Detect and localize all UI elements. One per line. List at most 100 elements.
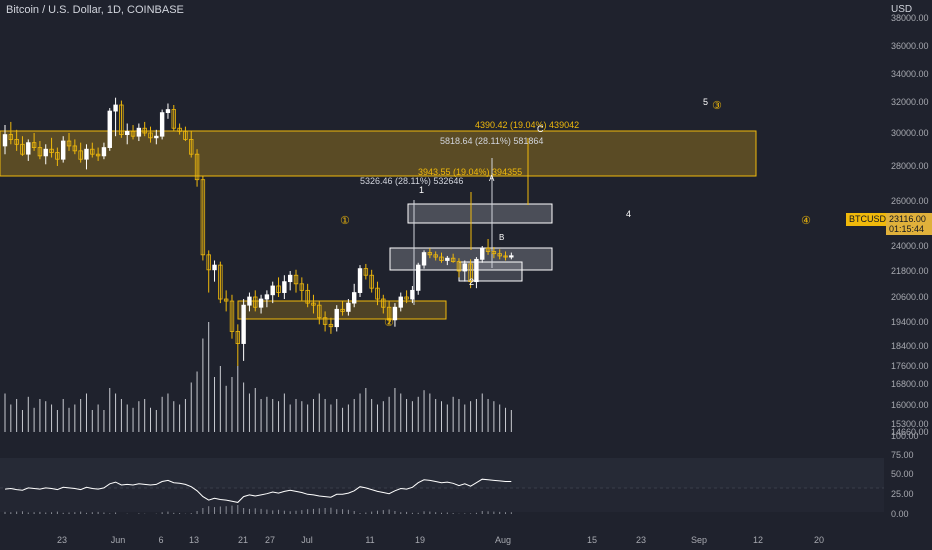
candle-body xyxy=(398,296,403,308)
candle-body xyxy=(351,292,357,304)
candle-body xyxy=(491,251,497,255)
candle-body xyxy=(363,268,369,276)
candle-body xyxy=(258,298,264,308)
candle-body xyxy=(375,287,380,300)
candle-body xyxy=(322,317,328,325)
candle-body xyxy=(392,306,398,321)
candle-body xyxy=(165,109,171,114)
candle-body xyxy=(107,110,112,148)
candle-body xyxy=(468,263,473,283)
price-tick-label: 24000.00 xyxy=(891,241,929,251)
candle-body xyxy=(154,135,159,139)
candle-body xyxy=(49,148,54,153)
candle-body xyxy=(328,323,334,328)
price-tick-label: 17600.00 xyxy=(891,361,929,371)
candle-body xyxy=(311,302,316,306)
measure-label-2: 5818.64 (28.11%) 581864 xyxy=(440,136,543,146)
rsi-histogram xyxy=(4,505,512,514)
price-tick-label: 16000.00 xyxy=(891,400,929,410)
ticker-badge: BTCUSD xyxy=(846,213,890,226)
candle-body xyxy=(142,127,147,134)
time-tick-label: 6 xyxy=(158,535,163,545)
candle-body xyxy=(480,247,485,260)
measure-label-4: 5326.46 (28.11%) 532646 xyxy=(360,176,463,186)
time-tick-label: 15 xyxy=(587,535,597,545)
consolidation-box-upper xyxy=(407,203,553,224)
measure-label-1: 4390.42 (19.04%) 439042 xyxy=(475,120,579,130)
candle-body xyxy=(357,268,363,293)
time-tick-label: 12 xyxy=(753,535,763,545)
price-tick-label: 32000.00 xyxy=(891,97,929,107)
candle-body xyxy=(427,252,433,256)
price-tick-label: 19400.00 xyxy=(891,317,929,327)
last-price-badge: 23116.00 01:15:44 xyxy=(886,213,932,235)
support-zone xyxy=(237,300,447,320)
price-axis[interactable]: 38000.00 36000.00 34000.00 32000.00 30000.00… xyxy=(891,13,929,437)
candle-body xyxy=(247,296,252,306)
candle-body xyxy=(503,255,508,258)
price-tick-label: 15300.00 xyxy=(891,419,929,429)
candle-body xyxy=(61,140,66,160)
time-tick-label: Sep xyxy=(691,535,707,545)
time-tick-label: 27 xyxy=(265,535,275,545)
price-tick-label: 26000.00 xyxy=(891,196,929,206)
rsi-tick-label: 0.00 xyxy=(891,509,909,519)
time-tick-label: 20 xyxy=(814,535,824,545)
candle-body xyxy=(14,139,19,145)
price-tick-label: 18400.00 xyxy=(891,341,929,351)
rsi-tick-label: 100.00 xyxy=(891,431,919,441)
candle-body xyxy=(485,247,491,252)
rsi-tick-label: 50.00 xyxy=(891,469,914,479)
wave-label-circled-4: ④ xyxy=(801,214,811,227)
candle-body xyxy=(334,308,339,328)
candle-body xyxy=(206,254,211,271)
candle-body xyxy=(2,134,8,147)
candle-body xyxy=(421,252,427,266)
candle-body xyxy=(416,264,421,291)
time-axis[interactable]: 23 Jun 6 13 21 27 Jul 11 19 Aug 15 23 Sep 12 20 xyxy=(57,535,824,545)
candle-body xyxy=(66,140,72,147)
rsi-tick-label: 25.00 xyxy=(891,489,914,499)
candle-body xyxy=(20,143,25,155)
bar-countdown: 01:15:44 xyxy=(889,224,925,234)
candle-body xyxy=(31,142,37,148)
rsi-panel-upper-band xyxy=(0,458,884,488)
time-tick-label: 23 xyxy=(636,535,646,545)
candle-body xyxy=(235,331,240,344)
candle-body xyxy=(113,104,118,112)
wave-label-1: 1 xyxy=(419,185,424,195)
candle-body xyxy=(119,104,124,135)
price-tick-label: 14660.00 xyxy=(891,427,929,437)
candle-body xyxy=(410,289,415,300)
price-tick-label: 36000.00 xyxy=(891,41,929,51)
candle-body xyxy=(200,179,206,256)
candle-body xyxy=(270,285,275,296)
time-tick-label: 21 xyxy=(238,535,248,545)
wave-label-circled-1: ① xyxy=(340,214,350,227)
price-tick-label: 38000.00 xyxy=(891,13,929,23)
price-tick-label: 16800.00 xyxy=(891,379,929,389)
candle-body xyxy=(369,274,374,289)
candle-body xyxy=(381,298,386,308)
wave-label-c: C xyxy=(537,124,544,134)
candle-body xyxy=(346,302,351,312)
time-tick-label: Jun xyxy=(111,535,126,545)
candle-body xyxy=(159,112,165,137)
candle-body xyxy=(253,296,258,308)
last-price: 23116.00 xyxy=(889,214,926,224)
time-tick-label: 13 xyxy=(189,535,199,545)
candle-body xyxy=(474,258,479,283)
currency-label: USD xyxy=(891,4,913,15)
rsi-axis: 100.00 75.00 50.00 25.00 0.00 xyxy=(891,431,919,519)
candle-body xyxy=(293,274,299,285)
candlestick-series xyxy=(2,97,514,366)
candle-body xyxy=(148,132,153,139)
rsi-tick-label: 75.00 xyxy=(891,450,914,460)
candle-body xyxy=(183,131,188,140)
candle-body xyxy=(282,281,287,293)
candle-body xyxy=(55,152,60,160)
wave-label-b: B xyxy=(499,233,504,242)
candle-body xyxy=(95,153,101,157)
price-tick-label: 34000.00 xyxy=(891,69,929,79)
